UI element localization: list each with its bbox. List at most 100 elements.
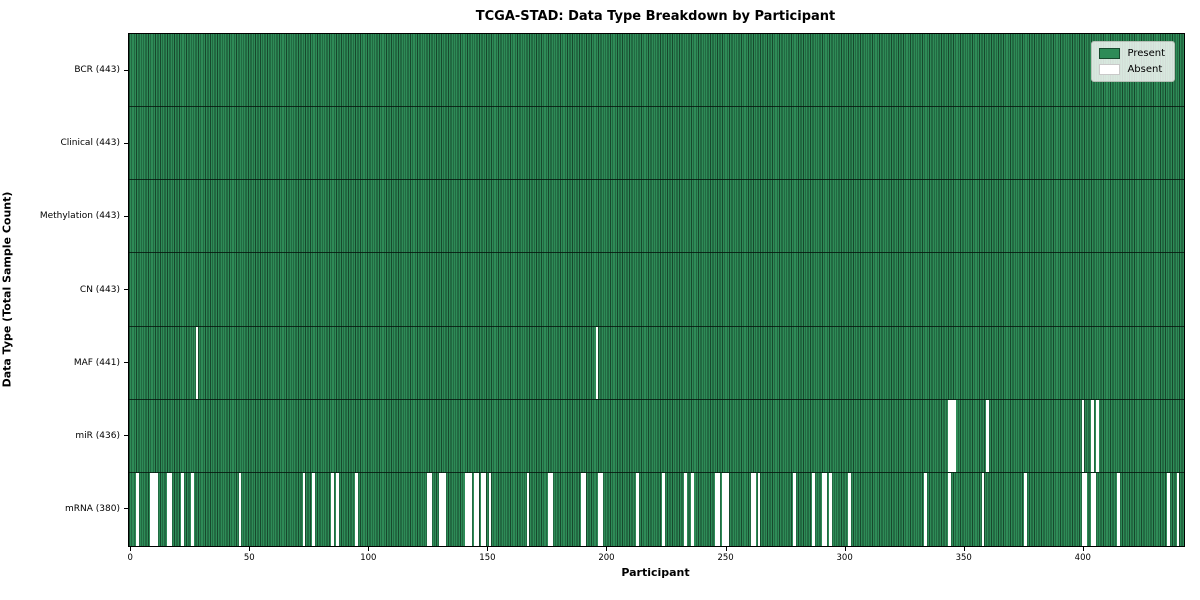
absent-cell — [312, 472, 315, 546]
legend-item-absent: Absent — [1099, 64, 1165, 75]
absent-cell — [331, 472, 335, 546]
absent-cell — [829, 472, 832, 546]
y-tick — [124, 289, 128, 290]
legend: Present Absent — [1091, 41, 1175, 82]
x-tick-label: 300 — [836, 553, 853, 563]
absent-cell — [924, 472, 928, 546]
y-tick-label: Methylation (443) — [39, 211, 120, 222]
absent-cell — [1117, 472, 1120, 546]
y-tick-label: Clinical (443) — [60, 138, 120, 149]
heatmap-plot: Present Absent — [128, 33, 1185, 547]
y-tick — [124, 362, 128, 364]
absent-cell — [752, 472, 756, 546]
absent-cell — [481, 472, 485, 546]
absent-cell — [948, 472, 951, 546]
absent-cell — [948, 399, 951, 472]
y-tick — [124, 215, 128, 217]
absent-cell — [1093, 472, 1097, 546]
absent-cell — [581, 472, 585, 546]
absent-cell — [714, 472, 718, 546]
x-tick — [130, 547, 132, 551]
legend-label-absent: Absent — [1127, 64, 1163, 75]
x-tick — [844, 547, 846, 551]
legend-label-present: Present — [1127, 48, 1165, 59]
absent-cell — [1091, 399, 1094, 472]
absent-cell — [302, 472, 306, 546]
absent-cell — [726, 472, 730, 546]
absent-cell — [181, 472, 185, 546]
absent-cell — [793, 472, 797, 546]
x-axis-label: Participant — [621, 566, 690, 579]
y-tick-label: CN (443) — [79, 284, 120, 295]
x-tick — [249, 547, 251, 551]
absent-cell — [440, 472, 444, 546]
absent-cell — [429, 472, 432, 546]
absent-cell — [1095, 399, 1099, 472]
absent-cell — [336, 472, 339, 546]
absent-cell — [167, 472, 170, 546]
absent-cell — [526, 472, 530, 546]
x-tick — [368, 547, 370, 551]
absent-cell — [550, 472, 554, 546]
x-tick — [725, 547, 727, 551]
absent-cell — [683, 472, 687, 546]
y-tick — [124, 435, 128, 437]
x-tick — [1082, 547, 1084, 551]
absent-cell — [467, 472, 470, 546]
absent-cell — [1083, 472, 1087, 546]
absent-cell — [822, 472, 825, 546]
absent-cell — [169, 472, 173, 546]
absent-cell — [950, 399, 954, 472]
heatmap-row-maf — [129, 326, 1184, 400]
absent-cell — [195, 326, 199, 399]
absent-cell — [136, 472, 139, 546]
absent-cell — [1024, 472, 1028, 546]
absent-cell — [355, 472, 358, 546]
absent-cell — [717, 472, 720, 546]
x-tick-label: 200 — [598, 553, 615, 563]
absent-cell — [238, 472, 242, 546]
x-tick-label: 250 — [717, 553, 734, 563]
absent-cell — [662, 472, 666, 546]
absent-cell — [600, 472, 604, 546]
y-tick-label: MAF (441) — [73, 357, 120, 368]
absent-cell — [474, 472, 477, 546]
absent-cell — [750, 472, 754, 546]
absent-cell — [691, 472, 694, 546]
absent-cell — [464, 472, 468, 546]
x-tick — [963, 547, 965, 551]
x-tick-label: 50 — [243, 553, 255, 563]
absent-cell — [824, 472, 828, 546]
absent-cell — [1081, 399, 1085, 472]
legend-swatch-present — [1099, 48, 1121, 59]
absent-cell — [1167, 472, 1170, 546]
y-tick — [124, 142, 128, 144]
absent-cell — [595, 326, 599, 399]
absent-cell — [981, 472, 985, 546]
heatmap-row-bcr — [129, 34, 1184, 108]
absent-cell — [443, 472, 446, 546]
absent-cell — [150, 472, 154, 546]
absent-cell — [483, 472, 487, 546]
absent-cell — [476, 472, 480, 546]
y-tick — [124, 69, 128, 71]
absent-cell — [1081, 472, 1085, 546]
absent-cell — [548, 472, 551, 546]
absent-cell — [636, 472, 639, 546]
y-tick-label: mRNA (380) — [65, 503, 120, 514]
absent-cell — [952, 399, 956, 472]
y-tick-label: miR (436) — [75, 430, 120, 441]
y-tick-label: BCR (443) — [74, 65, 120, 76]
heatmap-row-methylation — [129, 180, 1184, 254]
legend-item-present: Present — [1099, 48, 1165, 59]
absent-cell — [426, 472, 430, 546]
absent-cell — [848, 472, 851, 546]
x-tick-label: 350 — [955, 553, 972, 563]
x-tick-label: 400 — [1074, 553, 1091, 563]
absent-cell — [438, 472, 442, 546]
x-tick — [606, 547, 608, 551]
heatmap-row-mrna — [129, 472, 1184, 546]
absent-cell — [598, 472, 601, 546]
absent-cell — [469, 472, 473, 546]
